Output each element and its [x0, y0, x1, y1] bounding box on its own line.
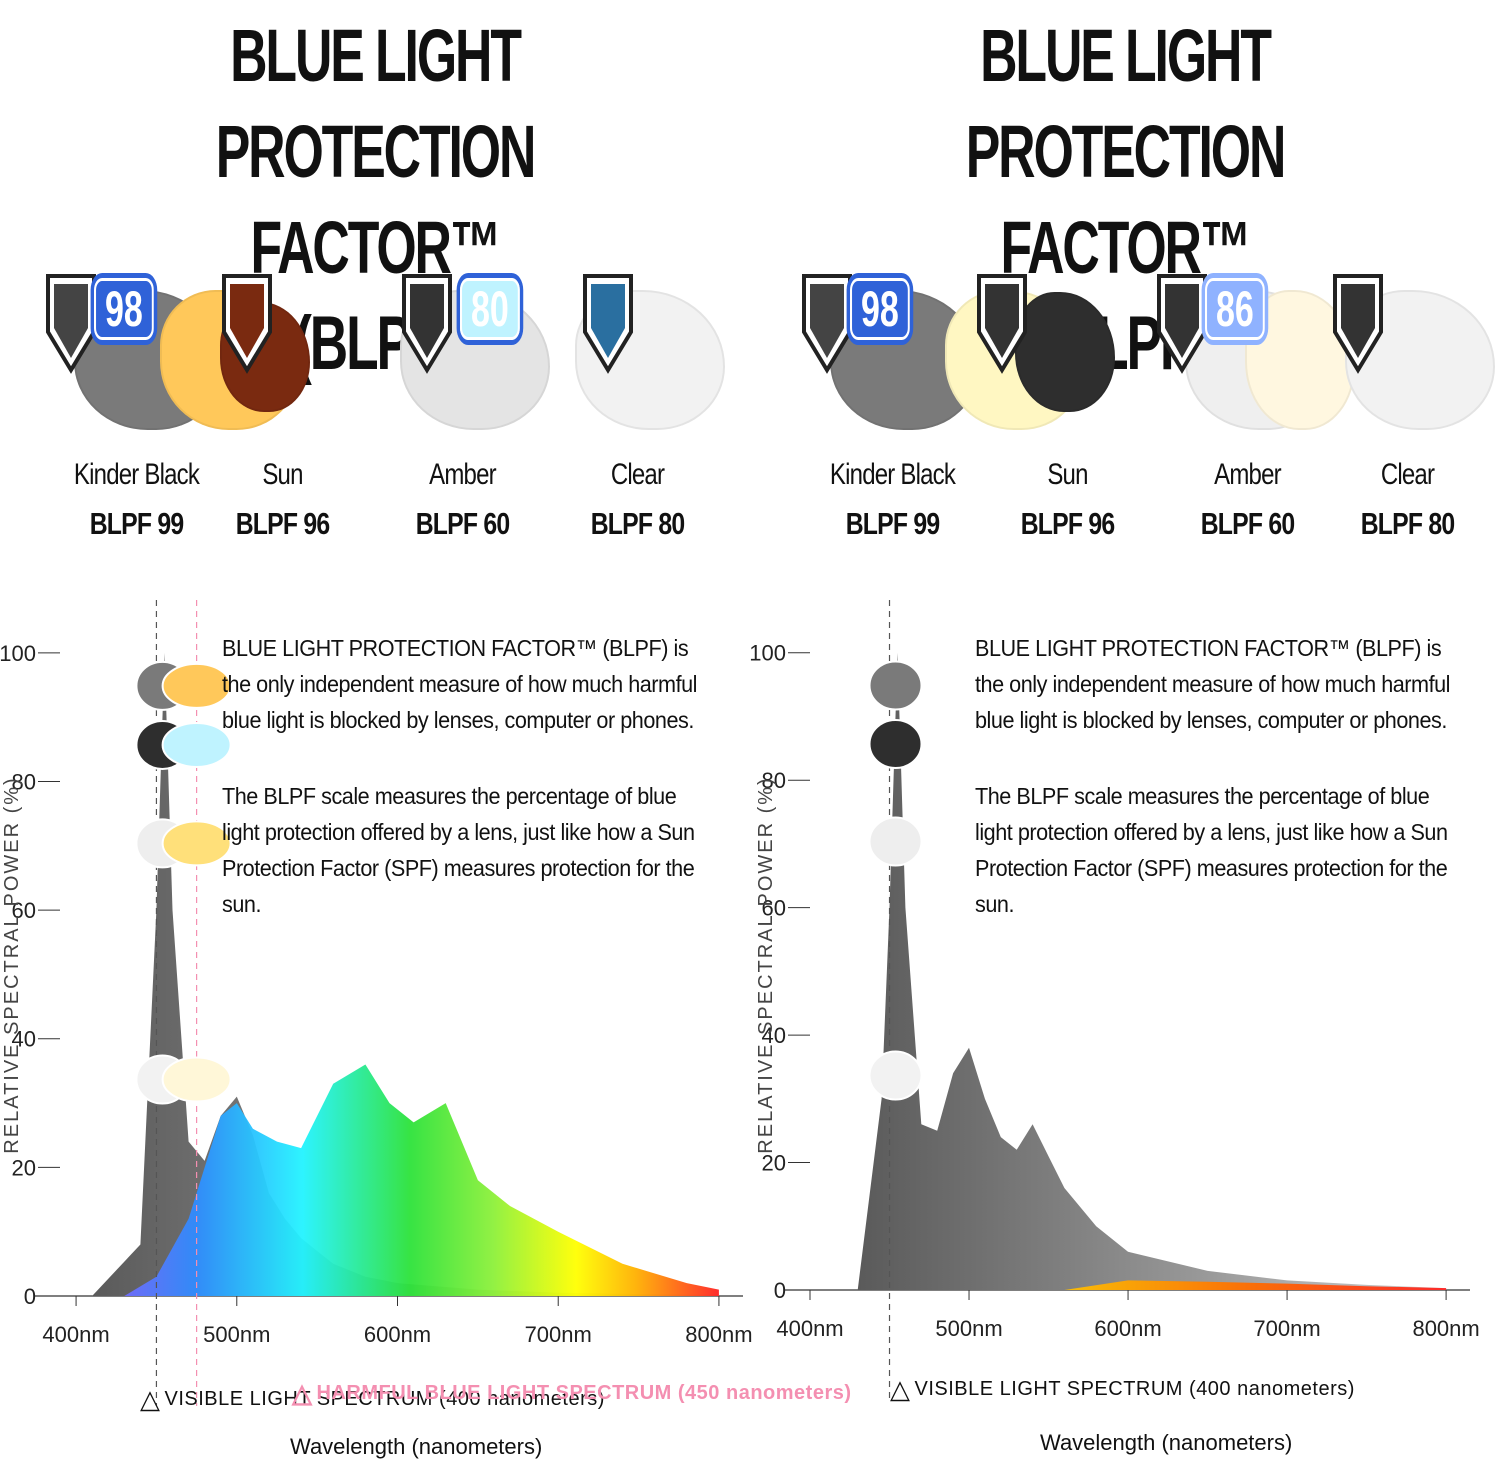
shield-icon — [1157, 274, 1207, 374]
legend-hev-left: △ HARMFUL BLUE LIGHT SPECTRUM (450 nanome… — [292, 1378, 852, 1409]
triangle-icon: △ — [890, 1374, 911, 1404]
title-text: BLUE LIGHT PROTECTION FACTOR™ — [965, 14, 1287, 289]
x-axis-label-right: Wavelength (nanometers) — [1040, 1430, 1293, 1455]
legend-text: HARMFUL BLUE LIGHT SPECTRUM (450 nanomet… — [316, 1381, 852, 1404]
lens-clear: Clear BLPF 80 — [1315, 262, 1500, 552]
x-tick-label: 800nm — [685, 1322, 752, 1347]
lens-kinder-black: 98 Kinder Black BLPF 99 — [44, 262, 229, 552]
y-tick-label: 0 — [24, 1284, 36, 1309]
y-tick-label: 80 — [762, 768, 786, 793]
lens-marker — [868, 1050, 923, 1101]
legend-visible-left: △ VISIBLE LIGHT SPECTRUM (400 nanometers) — [140, 1384, 605, 1415]
y-tick-label: 60 — [12, 898, 36, 923]
description-right: BLUE LIGHT PROTECTION FACTOR™ (BLPF) is … — [975, 630, 1464, 962]
lens-name: Kinder Black — [73, 458, 200, 491]
lens-swatch-shadow — [1015, 292, 1115, 412]
x-tick-label: 700nm — [1253, 1316, 1320, 1341]
legend-visible-right: △ VISIBLE LIGHT SPECTRUM (400 nanometers) — [890, 1374, 1355, 1405]
chart-right: 0 20 40 60 80 100 400nm 500nm 600nm 700nm 800nm REL… — [749, 600, 1480, 1400]
lens-rating: BLPF 96 — [235, 506, 330, 541]
y-tick-label: 40 — [762, 1023, 786, 1048]
series-area-kinder-black — [857, 652, 1447, 1290]
lens-rating: BLPF 99 — [89, 506, 184, 541]
shield-icon — [222, 274, 272, 374]
blpf-badge: 98 — [850, 278, 910, 340]
triangle-icon: △ — [140, 1384, 161, 1414]
x-tick-label: 500nm — [935, 1316, 1002, 1341]
lens-name: Amber — [1214, 458, 1281, 491]
shield-icon — [46, 274, 96, 374]
lens-amber: 86 Amber BLPF 60 — [1155, 262, 1355, 552]
lens-name: Sun — [262, 458, 303, 491]
triangle-icon: △ — [292, 1378, 313, 1408]
y-tick-label: 40 — [12, 1027, 36, 1052]
lens-rating: BLPF 80 — [1360, 506, 1455, 541]
blpf-badge: 98 — [94, 278, 154, 340]
lens-name: Kinder Black — [829, 458, 956, 491]
lens-name: Clear — [610, 458, 665, 491]
description-paragraph: The BLPF scale measures the percentage o… — [222, 783, 695, 917]
y-tick-label: 100 — [749, 641, 786, 666]
lens-rating: BLPF 99 — [845, 506, 940, 541]
x-tick-label: 500nm — [203, 1322, 270, 1347]
lens-rating: BLPF 80 — [590, 506, 685, 541]
x-tick-label: 600nm — [1094, 1316, 1161, 1341]
left-panel: BLUE LIGHT PROTECTION FACTOR™ (BLPF) 98 … — [44, 14, 730, 552]
x-tick-label: 800nm — [1412, 1316, 1479, 1341]
lens-marker — [868, 660, 923, 711]
lens-sun: Sun BLPF 96 — [945, 262, 1160, 552]
blpf-badge: 80 — [460, 278, 520, 340]
y-axis-label: RELATIVE SPECTRAL POWER (%) — [755, 776, 777, 1153]
lens-marker — [161, 820, 232, 867]
lens-clear: Clear BLPF 80 — [545, 262, 730, 552]
y-tick-label: 20 — [12, 1155, 36, 1180]
y-axis-label: RELATIVE SPECTRAL POWER (%) — [1, 776, 23, 1153]
y-tick-label: 60 — [762, 896, 786, 921]
lens-rating: BLPF 96 — [1020, 506, 1115, 541]
chart-left: 0 20 40 60 80 100 400nm 500nm 600nm 700nm 800nm REL… — [0, 600, 753, 1406]
lens-name: Sun — [1047, 458, 1088, 491]
x-tick-label: 700nm — [525, 1322, 592, 1347]
description-paragraph: BLUE LIGHT PROTECTION FACTOR™ (BLPF) is … — [975, 635, 1451, 733]
description-paragraph: The BLPF scale measures the percentage o… — [975, 783, 1448, 917]
title-text: BLUE LIGHT PROTECTION FACTOR™ — [215, 14, 537, 289]
shield-icon — [402, 274, 452, 374]
shield-icon — [977, 274, 1027, 374]
lens-name: Amber — [429, 458, 496, 491]
y-tick-label: 100 — [0, 641, 36, 666]
shield-icon — [1333, 274, 1383, 374]
x-tick-label: 600nm — [364, 1322, 431, 1347]
description-paragraph: BLUE LIGHT PROTECTION FACTOR™ (BLPF) is … — [222, 635, 698, 733]
legend-text: VISIBLE LIGHT SPECTRUM (400 nanometers) — [914, 1377, 1355, 1400]
lens-rating: BLPF 60 — [1200, 506, 1295, 541]
right-panel: BLUE LIGHT PROTECTION FACTOR™ (BLPF) 98 … — [750, 0, 1500, 1468]
x-tick-label: 400nm — [42, 1322, 109, 1347]
x-axis-label-left: Wavelength (nanometers) — [290, 1434, 543, 1459]
lens-amber: 80 Amber BLPF 60 — [370, 262, 555, 552]
x-tick-label: 400nm — [776, 1316, 843, 1341]
shield-icon — [583, 274, 633, 374]
lens-rating: BLPF 60 — [415, 506, 510, 541]
series-area-filtered-spectrum — [1064, 1280, 1447, 1290]
y-tick-label: 0 — [774, 1278, 786, 1303]
lens-marker — [868, 719, 923, 769]
lens-sun: Sun BLPF 96 — [160, 262, 375, 552]
description-left: BLUE LIGHT PROTECTION FACTOR™ (BLPF) is … — [222, 630, 711, 962]
shield-icon — [802, 274, 852, 374]
legend-text: VISIBLE LIGHT SPECTRUM (400 nanometers) — [164, 1387, 605, 1410]
y-tick-label: 80 — [12, 769, 36, 794]
blpf-badge: 86 — [1205, 278, 1265, 340]
lens-marker — [161, 721, 232, 768]
y-tick-label: 20 — [762, 1151, 786, 1176]
lens-marker — [868, 816, 923, 867]
lens-name: Clear — [1380, 458, 1435, 491]
lens-marker — [161, 662, 232, 709]
lens-marker — [161, 1056, 232, 1103]
series-area-visible-spectrum — [124, 1064, 719, 1296]
